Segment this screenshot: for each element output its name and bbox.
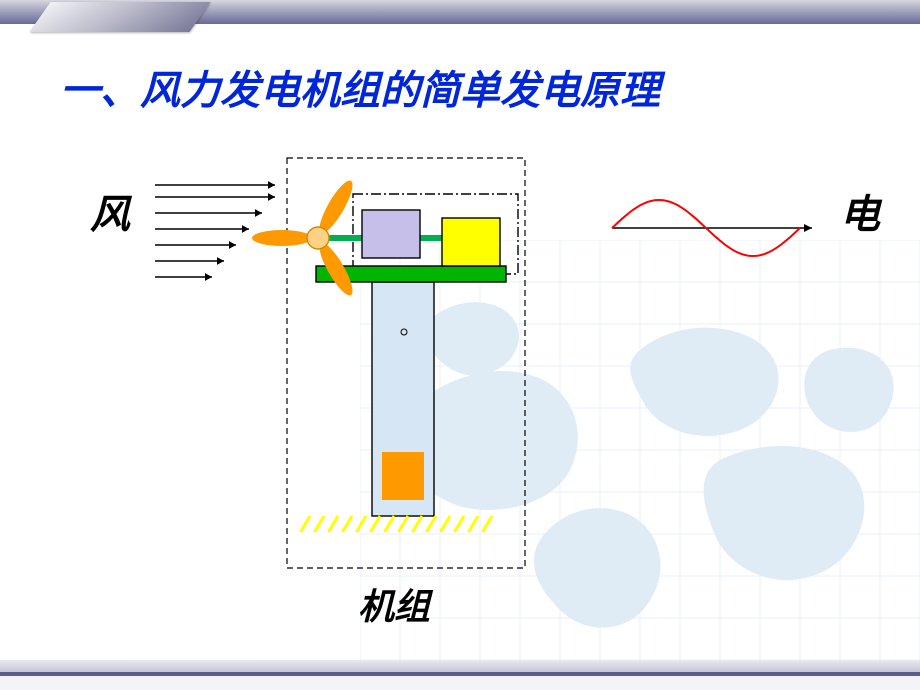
- label-wind: 风: [90, 182, 130, 240]
- slide-title: 一、风力发电机组的简单发电原理: [60, 58, 660, 116]
- wind-arrows: [155, 181, 275, 281]
- bottom-bar-fill: [0, 676, 920, 690]
- bottom-bar-top: [0, 660, 920, 672]
- label-turbine: 机组: [358, 578, 430, 630]
- world-map-bg: [360, 240, 920, 660]
- bottom-bar: [0, 660, 920, 690]
- top-decor-shape: [29, 2, 210, 32]
- label-electricity: 电: [840, 182, 880, 240]
- slide-root: 一、风力发电机组的简单发电原理 风 电 机组: [0, 0, 920, 690]
